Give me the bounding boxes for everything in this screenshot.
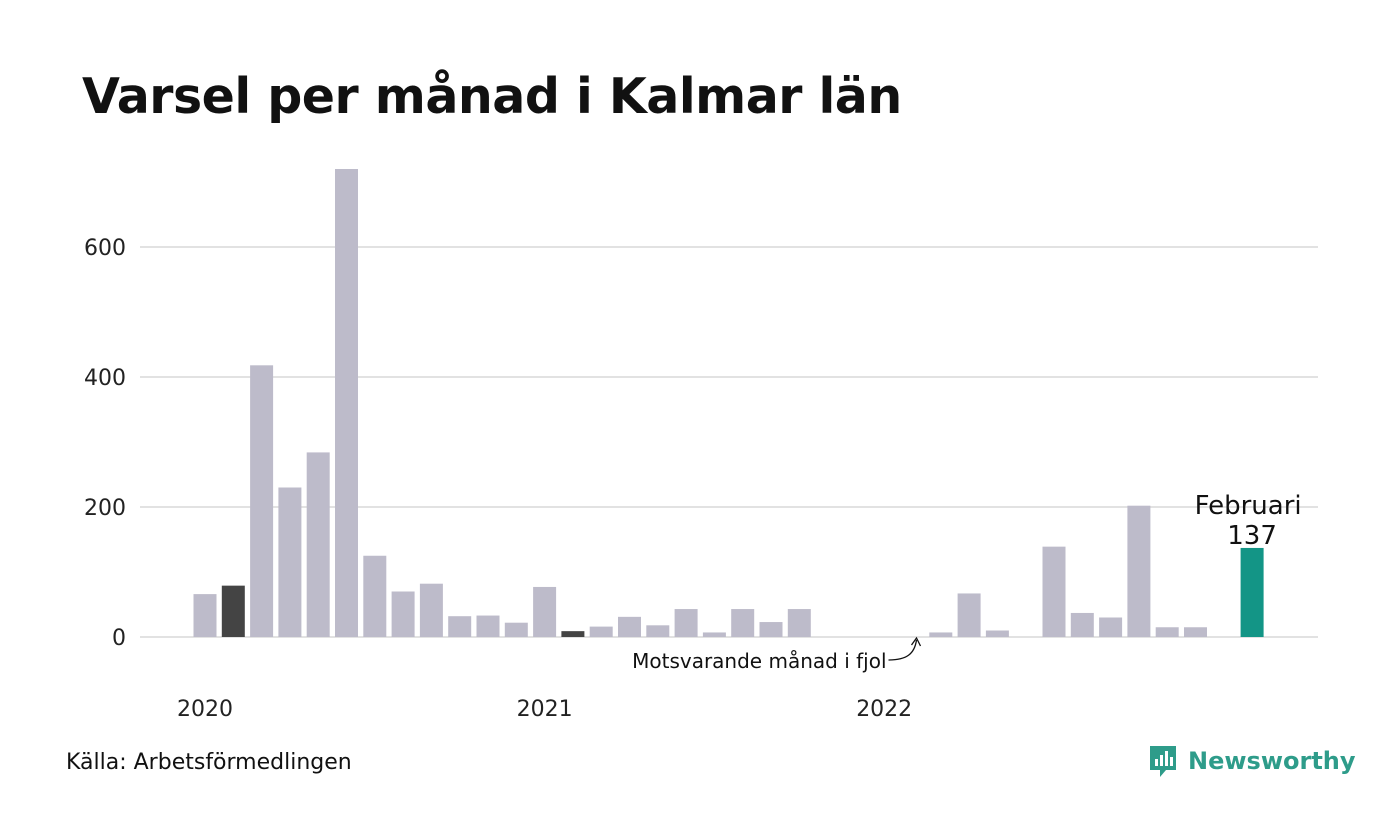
bar-2020-11 (476, 615, 500, 637)
bar-2022-12 (1184, 627, 1207, 637)
x-tick-label: 2022 (856, 697, 912, 722)
bars (193, 169, 1264, 637)
bar-2021-05 (646, 625, 670, 637)
bar-2020-09 (419, 583, 443, 637)
y-tick-label: 0 (112, 626, 126, 651)
x-axis-labels: 2020 2021 2022 (177, 697, 912, 722)
bar-2020-02 (221, 585, 245, 637)
chart-title: Varsel per månad i Kalmar län (82, 68, 902, 125)
bar-2020-01 (193, 594, 217, 637)
previous-year-arrow-line (888, 639, 918, 661)
brand-logo: Newsworthy (1148, 744, 1356, 778)
bar-2021-06 (674, 609, 698, 637)
bar-2020-03 (250, 365, 274, 637)
bar-2022-04 (957, 593, 981, 637)
bar-2022-03 (929, 632, 953, 637)
y-axis-labels: 0 200 400 600 (84, 236, 126, 651)
previous-year-note: Motsvarande månad i fjol (632, 649, 886, 673)
x-tick-label: 2021 (517, 697, 573, 722)
bar-2022-11 (1155, 627, 1179, 637)
bar-2021-03 (589, 626, 613, 637)
x-tick-label: 2020 (177, 697, 233, 722)
bar-2021-10 (787, 609, 811, 637)
current-month-value: 137 (1227, 521, 1277, 551)
current-month-label: Februari (1195, 491, 1302, 521)
bar-2021-01 (533, 586, 557, 637)
bar-2020-04 (278, 487, 302, 637)
bar-2022-08 (1070, 612, 1094, 637)
bar-2022-09 (1099, 617, 1123, 637)
bar-2022-07 (1042, 546, 1066, 637)
bar-2020-10 (448, 616, 472, 637)
newsworthy-logo-icon (1150, 746, 1176, 777)
y-tick-label: 600 (84, 236, 126, 261)
bar-2021-09 (759, 622, 783, 637)
y-tick-label: 200 (84, 496, 126, 521)
bar-2021-02 (561, 631, 585, 637)
bar-2023-02 (1240, 547, 1264, 637)
bar-2020-08 (391, 591, 415, 637)
bar-2020-12 (504, 622, 528, 637)
bar-2020-06 (335, 169, 358, 637)
y-tick-label: 400 (84, 366, 126, 391)
bar-2021-08 (731, 609, 755, 637)
bar-2021-07 (702, 632, 726, 637)
brand-name: Newsworthy (1188, 747, 1356, 775)
bar-2021-04 (618, 616, 641, 637)
source-note: Källa: Arbetsförmedlingen (66, 750, 352, 775)
bar-2020-05 (306, 452, 330, 637)
bar-2022-10 (1127, 505, 1151, 637)
bar-2020-07 (363, 555, 387, 637)
bar-2022-05 (985, 630, 1009, 637)
previous-year-arrow-head (910, 636, 922, 647)
